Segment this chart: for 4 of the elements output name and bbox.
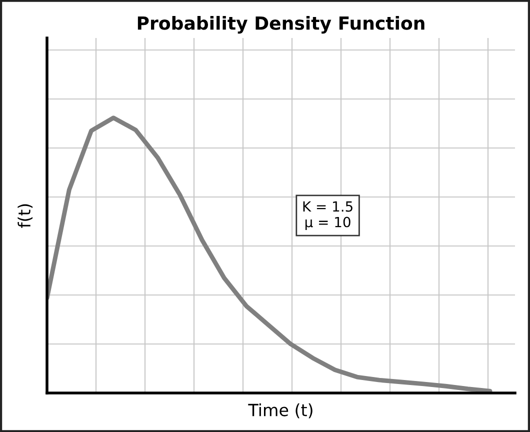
x-axis-title: Time (t) xyxy=(248,403,312,418)
y-axis-title: f(t) xyxy=(18,204,33,228)
chart-title: Probability Density Function xyxy=(138,16,424,34)
annotation: K = 1.5 μ = 10 xyxy=(303,201,352,230)
